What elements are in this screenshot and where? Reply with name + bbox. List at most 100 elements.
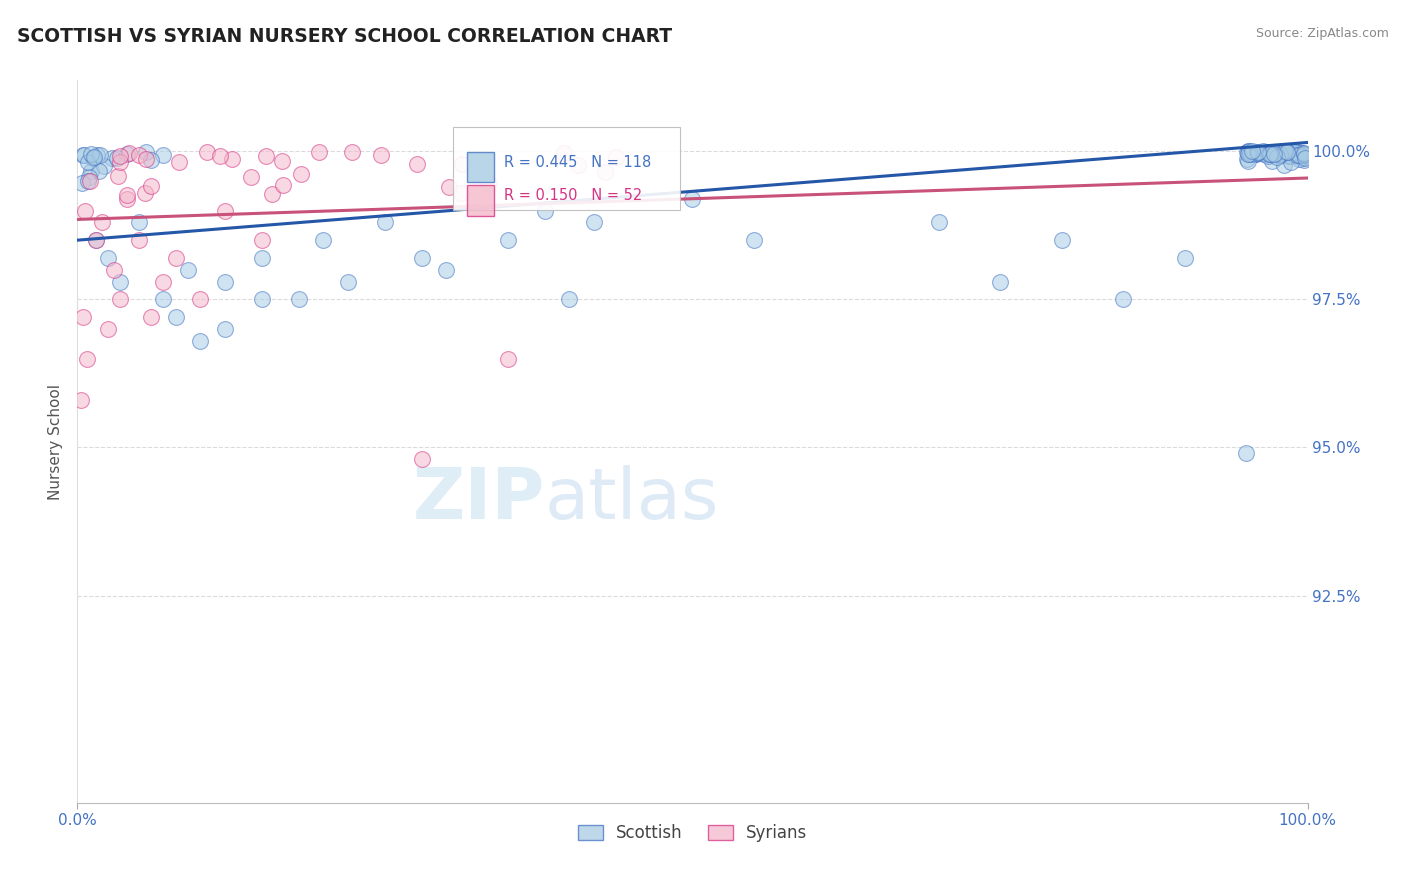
Point: [1265, 146, 1288, 161]
Point: [1270, 145, 1292, 159]
Point: [1292, 153, 1315, 168]
Point: [115, 192, 138, 206]
Point: [1258, 145, 1281, 159]
Point: [1291, 145, 1313, 160]
Point: [1236, 147, 1258, 161]
Point: [1261, 145, 1284, 159]
Point: [260, 186, 283, 201]
Point: [82, 151, 104, 165]
Point: [1292, 147, 1315, 161]
Point: [1243, 146, 1265, 161]
Point: [1284, 145, 1306, 160]
Point: [1294, 148, 1316, 162]
Point: [1288, 148, 1310, 162]
Point: [1260, 145, 1282, 159]
Point: [1247, 145, 1270, 159]
Y-axis label: Nursery School: Nursery School: [48, 384, 63, 500]
Point: [141, 310, 163, 325]
Point: [250, 293, 273, 307]
Point: [478, 177, 501, 191]
Point: [152, 275, 174, 289]
Point: [1267, 146, 1289, 161]
Point: [214, 275, 236, 289]
Point: [73, 148, 96, 162]
Point: [86, 148, 108, 162]
Point: [93, 159, 115, 173]
Point: [374, 215, 396, 229]
Point: [89, 148, 111, 162]
Point: [135, 153, 157, 167]
Point: [1267, 145, 1289, 160]
Point: [250, 251, 273, 265]
Point: [1265, 150, 1288, 164]
Point: [83, 151, 105, 165]
Point: [188, 293, 212, 307]
Point: [1294, 151, 1316, 165]
Text: R = 0.445   N = 118: R = 0.445 N = 118: [505, 154, 651, 169]
Point: [1244, 145, 1267, 160]
Point: [1278, 149, 1301, 163]
Point: [1292, 145, 1315, 160]
Point: [89, 164, 111, 178]
Legend: Scottish, Syrians: Scottish, Syrians: [571, 817, 814, 848]
Point: [214, 203, 236, 218]
Point: [101, 151, 124, 165]
Point: [1268, 148, 1291, 162]
Point: [1237, 145, 1260, 159]
Point: [1253, 145, 1275, 159]
Point: [254, 149, 277, 163]
Point: [141, 179, 163, 194]
Point: [1279, 155, 1302, 169]
Point: [110, 275, 132, 289]
Point: [308, 145, 330, 160]
Point: [1241, 145, 1264, 159]
Point: [97, 322, 120, 336]
Point: [115, 147, 138, 161]
Point: [139, 153, 162, 167]
Point: [221, 152, 243, 166]
Point: [605, 150, 627, 164]
Point: [928, 215, 950, 229]
Point: [103, 262, 125, 277]
Point: [1112, 293, 1135, 307]
Point: [1274, 145, 1296, 159]
Point: [1264, 145, 1286, 159]
Point: [290, 167, 312, 181]
Point: [436, 262, 458, 277]
Point: [1239, 147, 1261, 161]
Point: [337, 275, 360, 289]
Point: [128, 148, 150, 162]
Point: [84, 233, 107, 247]
Text: R = 0.150   N = 52: R = 0.150 N = 52: [505, 188, 643, 202]
Point: [1285, 149, 1308, 163]
Point: [742, 233, 765, 247]
Point: [118, 146, 141, 161]
Point: [342, 145, 364, 160]
Point: [1050, 233, 1073, 247]
Point: [583, 215, 606, 229]
Point: [1257, 145, 1279, 160]
Point: [1274, 145, 1296, 159]
Text: ZIP: ZIP: [412, 465, 546, 533]
Point: [1272, 158, 1295, 172]
Point: [72, 310, 94, 325]
FancyBboxPatch shape: [453, 128, 681, 211]
FancyBboxPatch shape: [467, 186, 495, 216]
Point: [1236, 145, 1258, 159]
Point: [90, 215, 114, 229]
Point: [411, 251, 433, 265]
Point: [1270, 147, 1292, 161]
Point: [84, 233, 107, 247]
Point: [195, 145, 218, 159]
Point: [271, 154, 294, 169]
Point: [534, 203, 557, 218]
Point: [128, 233, 150, 247]
Point: [593, 164, 616, 178]
Point: [107, 169, 129, 184]
Point: [152, 147, 174, 161]
Point: [1261, 154, 1284, 169]
Point: [450, 186, 472, 200]
Point: [1289, 148, 1312, 162]
Point: [134, 186, 156, 200]
Point: [1289, 145, 1312, 160]
